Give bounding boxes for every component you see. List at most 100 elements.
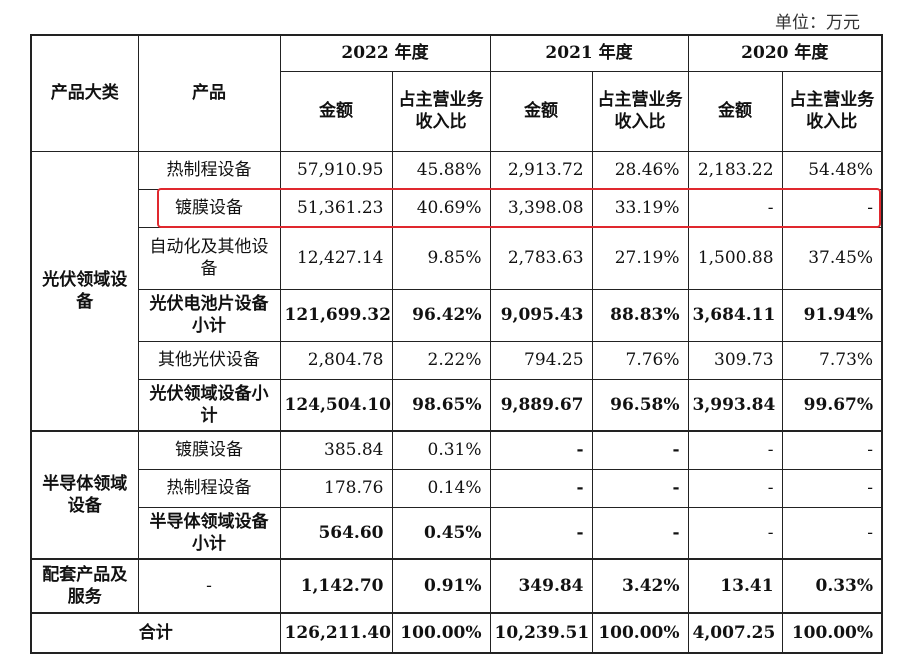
table-row: 光伏领域设备小计 124,504.10 98.65% 9,889.67 96.5…: [31, 378, 883, 432]
value-cell: 51,361.23: [279, 188, 393, 228]
value-cell: -: [781, 506, 883, 560]
table-row: 光伏电池片设备小计 121,699.32 96.42% 9,095.43 88.…: [31, 288, 883, 342]
value-cell: 2.22%: [391, 340, 491, 380]
value-cell: 0.33%: [781, 558, 883, 614]
value-cell: 1,500.88: [687, 226, 783, 290]
header-row-sub: 金额 占主营业务收入比 金额 占主营业务收入比 金额 占主营业务收入比: [31, 70, 883, 152]
value-cell: 7.76%: [591, 340, 689, 380]
value-cell: -: [489, 506, 593, 560]
value-cell: 98.65%: [391, 378, 491, 432]
value-cell: -: [781, 468, 883, 508]
value-cell: 7.73%: [781, 340, 883, 380]
value-cell: 0.14%: [391, 468, 491, 508]
value-cell: 10,239.51: [489, 612, 593, 654]
header-category: 产品大类: [30, 34, 139, 152]
unit-label: 单位：万元: [775, 13, 860, 33]
header-year-2021: 2021 年度: [489, 34, 689, 72]
header-product: 产品: [137, 34, 281, 152]
value-cell: 794.25: [489, 340, 593, 380]
header-year-2020: 2020 年度: [687, 34, 883, 72]
value-cell: -: [591, 506, 689, 560]
value-cell: 178.76: [279, 468, 393, 508]
value-cell: 121,699.32: [279, 288, 393, 342]
header-ratio: 占主营业务收入比: [391, 70, 491, 152]
value-cell: -: [489, 468, 593, 508]
product-cell: 热制程设备: [137, 150, 281, 190]
value-cell: -: [687, 430, 783, 470]
value-cell: -: [687, 506, 783, 560]
value-cell: 37.45%: [781, 226, 883, 290]
header-amount: 金额: [279, 70, 393, 152]
value-cell: 309.73: [687, 340, 783, 380]
value-cell: 13.41: [687, 558, 783, 614]
table-row: 自动化及其他设备 12,427.14 9.85% 2,783.63 27.19%…: [31, 226, 883, 290]
value-cell: 100.00%: [591, 612, 689, 654]
value-cell: 99.67%: [781, 378, 883, 432]
value-cell: -: [489, 430, 593, 470]
product-cell: 半导体领域设备小计: [137, 506, 281, 560]
product-cell: 自动化及其他设备: [137, 226, 281, 290]
revenue-table: 产品大类 产品 2022 年度 2021 年度 2020 年度 金额 占主营业务…: [30, 34, 884, 654]
value-cell: 100.00%: [391, 612, 491, 654]
value-cell: 564.60: [279, 506, 393, 560]
value-cell: 9,889.67: [489, 378, 593, 432]
value-cell: 40.69%: [391, 188, 491, 228]
value-cell: 2,913.72: [489, 150, 593, 190]
value-cell: 0.91%: [391, 558, 491, 614]
value-cell: 28.46%: [591, 150, 689, 190]
value-cell: 96.42%: [391, 288, 491, 342]
value-cell: 126,211.40: [279, 612, 393, 654]
product-cell: 其他光伏设备: [137, 340, 281, 380]
value-cell: -: [781, 188, 883, 228]
value-cell: 91.94%: [781, 288, 883, 342]
value-cell: 2,783.63: [489, 226, 593, 290]
group-pv: 光伏领域设备: [30, 150, 139, 432]
value-cell: 9.85%: [391, 226, 491, 290]
value-cell: -: [591, 468, 689, 508]
header-year-2022: 2022 年度: [279, 34, 491, 72]
value-cell: 3.42%: [591, 558, 689, 614]
total-row: 合计 126,211.40 100.00% 10,239.51 100.00% …: [30, 612, 883, 654]
table-row: 热制程设备 178.76 0.14% - - - -: [31, 468, 883, 508]
value-cell: 54.48%: [781, 150, 883, 190]
group-semi: 半导体领域设备: [30, 430, 139, 560]
value-cell: 27.19%: [591, 226, 689, 290]
value-cell: 0.45%: [391, 506, 491, 560]
value-cell: 45.88%: [391, 150, 491, 190]
value-cell: -: [591, 430, 689, 470]
table-row: 光伏领域设备 热制程设备 57,910.95 45.88% 2,913.72 2…: [30, 150, 883, 432]
value-cell: 4,007.25: [687, 612, 783, 654]
table-row: 配套产品及服务 - 1,142.70 0.91% 349.84 3.42% 13…: [30, 558, 883, 614]
table-row: 半导体领域设备小计 564.60 0.45% - - - -: [31, 506, 883, 560]
header-ratio: 占主营业务收入比: [591, 70, 689, 152]
value-cell: -: [781, 430, 883, 470]
value-cell: 124,504.10: [279, 378, 393, 432]
total-label: 合计: [30, 612, 281, 654]
product-cell: 光伏电池片设备小计: [137, 288, 281, 342]
product-cell: 镀膜设备: [137, 430, 281, 470]
product-cell: 镀膜设备: [137, 188, 281, 228]
header-ratio: 占主营业务收入比: [781, 70, 883, 152]
table-row: 半导体领域设备 镀膜设备 385.84 0.31% - - - -: [30, 430, 883, 560]
value-cell: 0.31%: [391, 430, 491, 470]
product-cell: 光伏领域设备小计: [137, 378, 281, 432]
value-cell: 33.19%: [591, 188, 689, 228]
value-cell: 96.58%: [591, 378, 689, 432]
group-support: 配套产品及服务: [30, 558, 139, 614]
table-row: 其他光伏设备 2,804.78 2.22% 794.25 7.76% 309.7…: [31, 340, 883, 380]
table-row: 镀膜设备 51,361.23 40.69% 3,398.08 33.19% - …: [31, 188, 883, 228]
header-amount: 金额: [489, 70, 593, 152]
value-cell: 3,684.11: [687, 288, 783, 342]
value-cell: 12,427.14: [279, 226, 393, 290]
highlight-box: [157, 188, 881, 228]
value-cell: 1,142.70: [279, 558, 393, 614]
product-cell: -: [137, 558, 281, 614]
value-cell: 57,910.95: [279, 150, 393, 190]
value-cell: 88.83%: [591, 288, 689, 342]
header-amount: 金额: [687, 70, 783, 152]
value-cell: -: [687, 468, 783, 508]
value-cell: 3,993.84: [687, 378, 783, 432]
value-cell: 385.84: [279, 430, 393, 470]
value-cell: 9,095.43: [489, 288, 593, 342]
product-cell: 热制程设备: [137, 468, 281, 508]
